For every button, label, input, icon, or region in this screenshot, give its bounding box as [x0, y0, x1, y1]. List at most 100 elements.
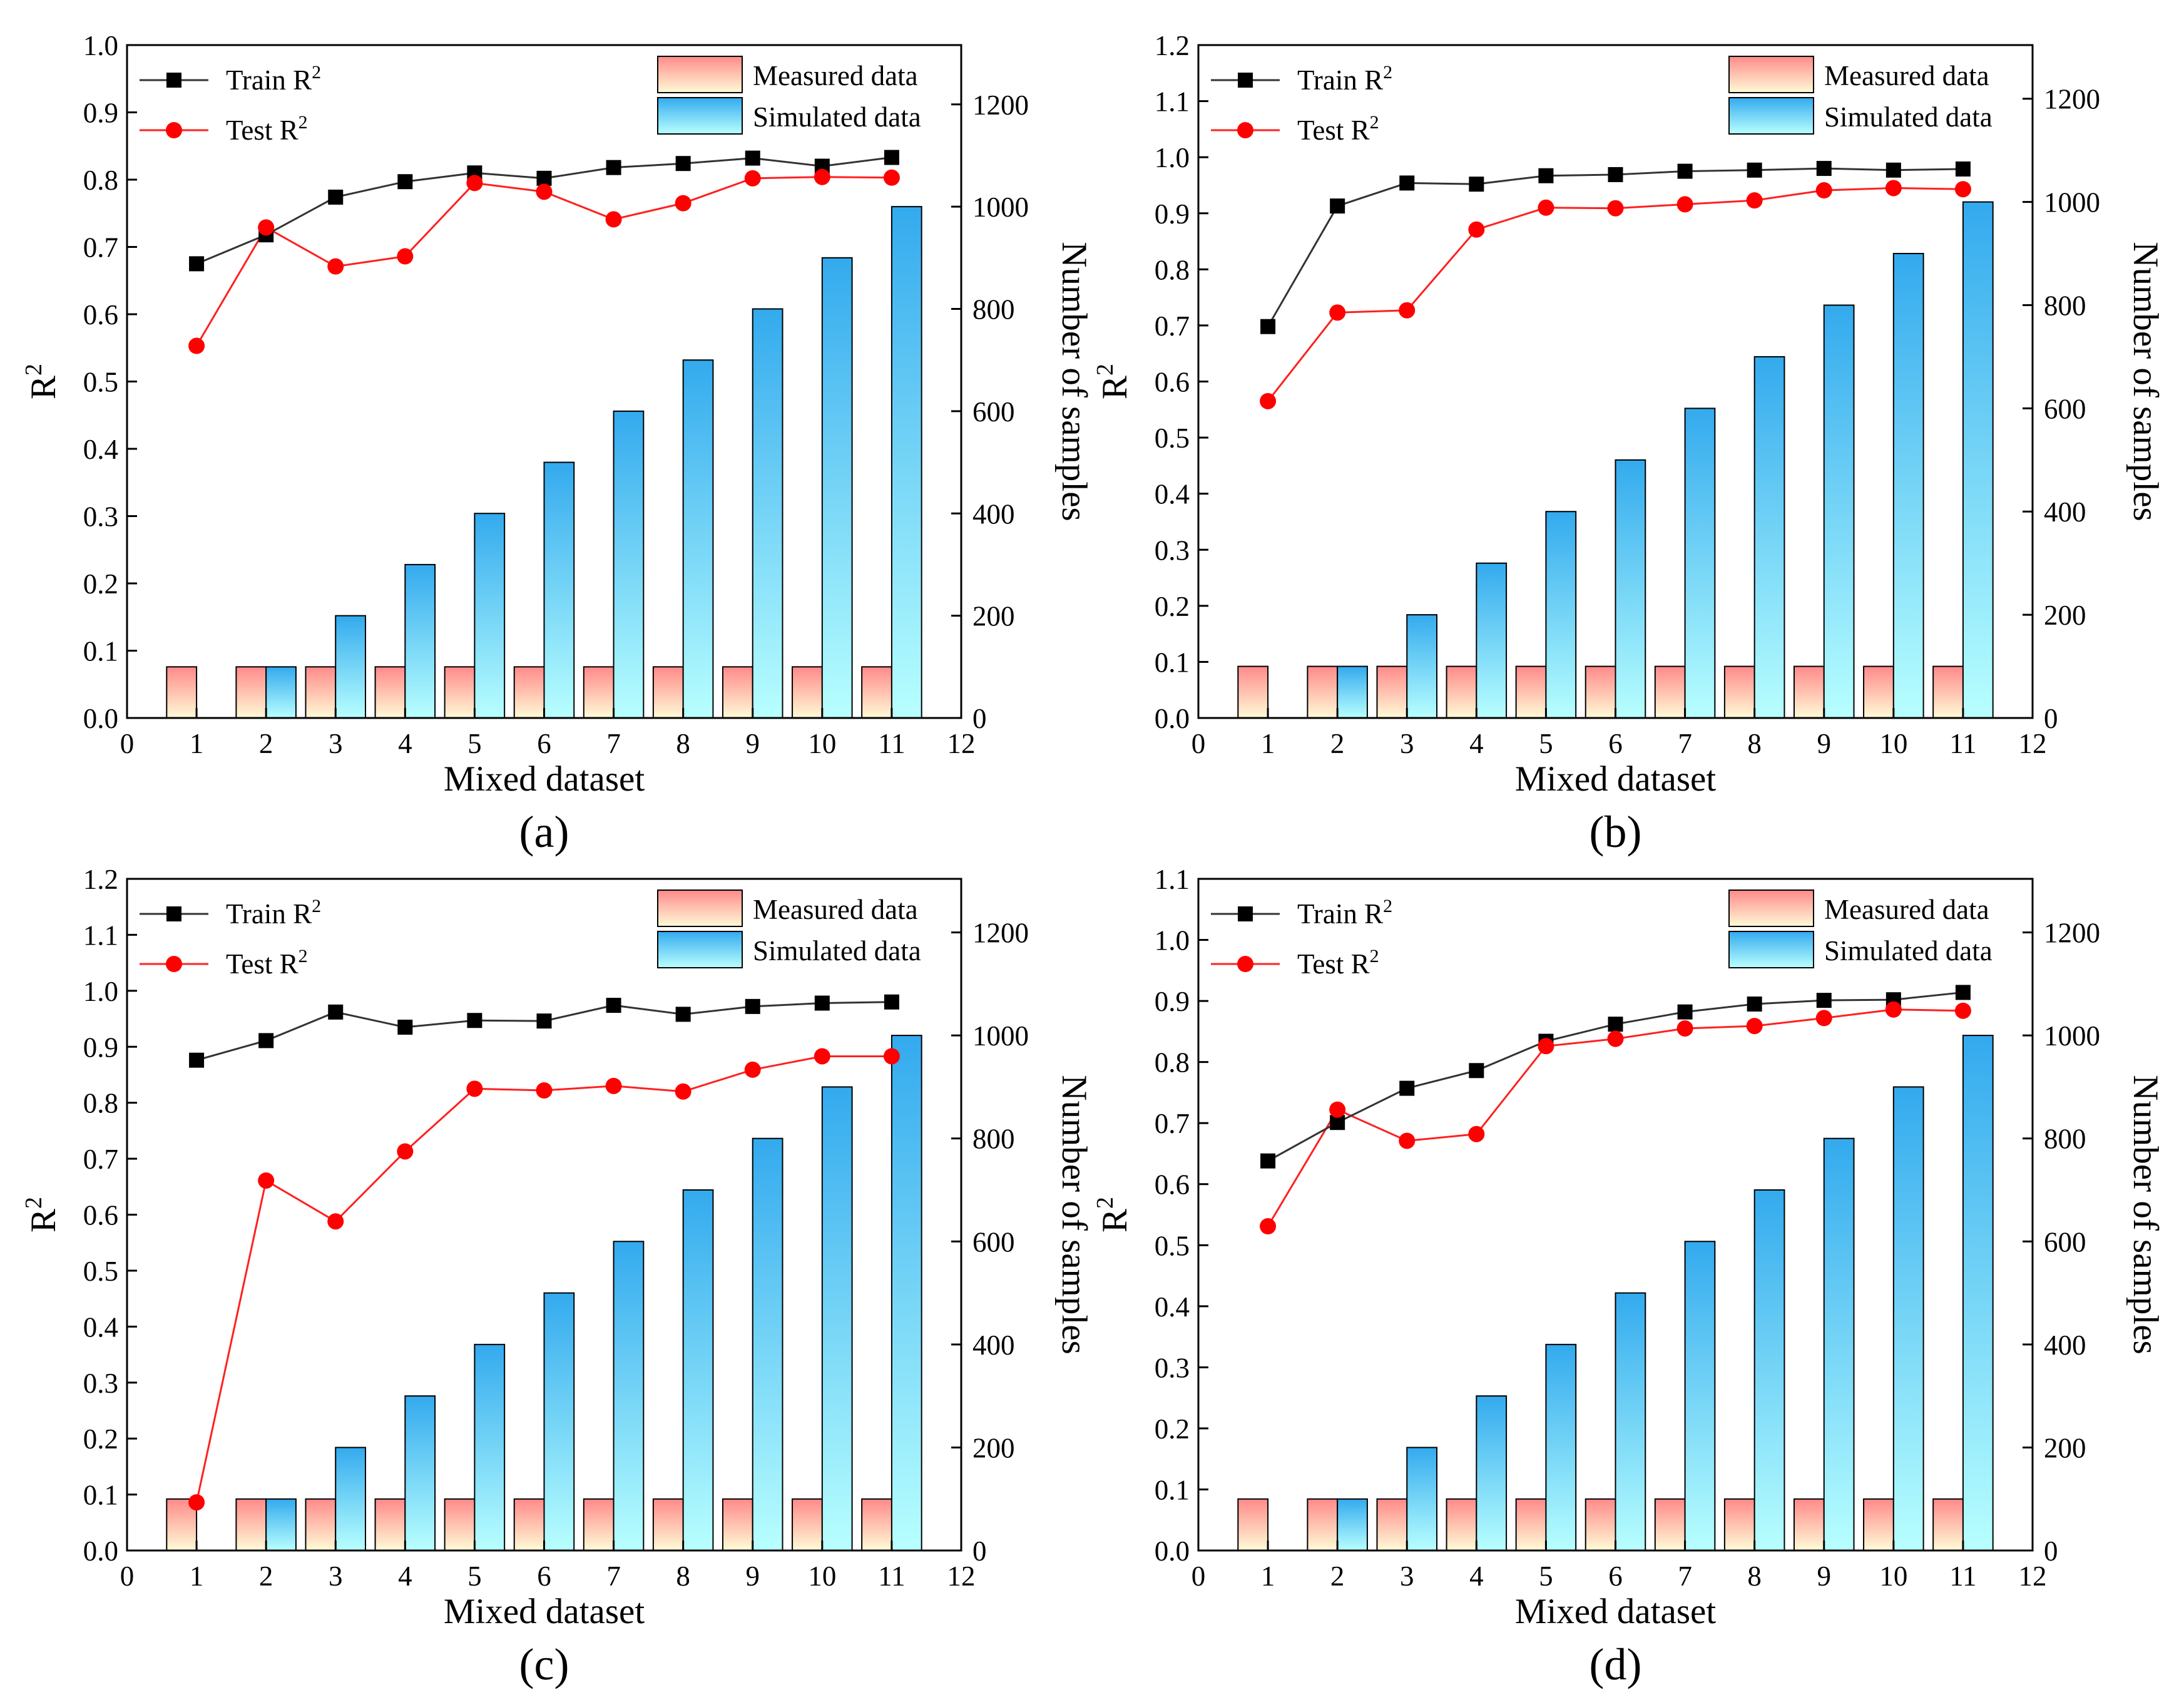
- y-tick-label: 0.4: [1155, 479, 1190, 510]
- bar-simulated: [1476, 1395, 1508, 1552]
- legend-simulated-swatch: [1728, 931, 1814, 968]
- x-tick-label: 8: [676, 1561, 690, 1592]
- marker-test: [1399, 1132, 1416, 1149]
- bar-simulated: [1753, 356, 1785, 719]
- legend-test-label: Test R2: [226, 946, 308, 980]
- bar-simulated: [543, 1292, 575, 1552]
- panel-caption: (d): [1590, 1639, 1642, 1689]
- bar-simulated: [1823, 1137, 1855, 1551]
- bar-simulated: [821, 1086, 853, 1551]
- marker-train: [606, 998, 621, 1013]
- y-tick-label: 0.2: [83, 568, 118, 600]
- bar-measured: [305, 1498, 337, 1552]
- bar-simulated: [1615, 459, 1646, 719]
- x-tick-label: 12: [947, 1561, 976, 1592]
- bar-measured: [1654, 665, 1686, 719]
- y-tick-label: 1.0: [83, 30, 118, 61]
- bar-measured: [1237, 1498, 1269, 1552]
- y-tick-label: 0.1: [83, 1480, 118, 1511]
- legend-bars: Measured data Simulated data: [657, 56, 921, 135]
- marker-train: [1677, 1004, 1693, 1020]
- legend-simulated-swatch: [1728, 97, 1814, 135]
- marker-test: [605, 1077, 622, 1094]
- x-axis-title: Mixed dataset: [1515, 1592, 1716, 1631]
- bar-measured: [583, 666, 615, 719]
- legend-measured-label: Measured data: [1824, 60, 1989, 91]
- marker-test: [744, 1061, 761, 1078]
- x-tick-label: 4: [1469, 1561, 1484, 1592]
- x-tick-label: 7: [1678, 1561, 1692, 1592]
- x-tick-label: 11: [878, 728, 905, 759]
- legend-lines: Train R2 Test R2: [1211, 62, 1392, 146]
- y-tick-label: 0.7: [83, 1144, 118, 1175]
- y-tick-label: 0.0: [1155, 703, 1190, 734]
- legend-simulated-swatch: [657, 931, 743, 968]
- bar-measured: [861, 1498, 892, 1552]
- bar-simulated: [335, 1447, 367, 1551]
- marker-test: [188, 1494, 205, 1511]
- panel-caption: (c): [519, 1639, 569, 1689]
- legend-test-swatch-marker: [1237, 122, 1253, 138]
- bar-simulated: [474, 1343, 506, 1551]
- lines-group: [188, 994, 900, 1511]
- x-tick-label: 0: [120, 1561, 135, 1592]
- y-tick-label: 0.4: [83, 434, 118, 465]
- bar-simulated: [1337, 1498, 1368, 1552]
- y-tick-label: 0.0: [83, 1535, 118, 1567]
- y2-tick-label: 1000: [2044, 1020, 2100, 1052]
- y-tick-label: 0.8: [83, 1088, 118, 1119]
- y2-tick-label: 0: [972, 1535, 987, 1567]
- bar-measured: [792, 666, 823, 719]
- y-tick-label: 0.2: [83, 1423, 118, 1455]
- x-tick-label: 12: [2019, 728, 2047, 759]
- legend-train-label: Train R2: [1297, 62, 1392, 96]
- y2-tick-label: 1000: [2044, 187, 2100, 218]
- y-tick-label: 0.1: [83, 636, 118, 667]
- bar-simulated: [890, 206, 922, 719]
- y2-axis-title: Number of samples: [1054, 242, 1094, 521]
- marker-train: [1747, 996, 1762, 1012]
- marker-test: [258, 219, 275, 236]
- legend-train-label: Train R2: [1297, 896, 1392, 930]
- panel-caption: (a): [519, 807, 569, 857]
- legend-test-swatch-marker: [166, 122, 182, 138]
- legend-test-swatch-marker: [166, 956, 182, 972]
- y2-axis-title: Number of samples: [2126, 242, 2165, 521]
- x-tick-label: 6: [537, 1561, 551, 1592]
- y-axis-title-sup: 2: [1092, 364, 1118, 376]
- legend-test-label-sup: 2: [1370, 112, 1379, 133]
- legend-lines: Train R2 Test R2: [140, 62, 321, 146]
- x-tick-label: 4: [1469, 728, 1484, 759]
- x-tick-label: 3: [329, 728, 343, 759]
- bar-simulated: [1684, 1241, 1716, 1551]
- bar-measured: [861, 666, 892, 719]
- legend-measured-label: Measured data: [1824, 894, 1989, 925]
- bar-measured: [1446, 1498, 1477, 1552]
- bar-measured: [652, 666, 684, 719]
- bar-simulated: [404, 563, 436, 719]
- bar-measured: [1654, 1498, 1686, 1552]
- x-tick-label: 8: [676, 728, 690, 759]
- y-tick-label: 0.4: [83, 1311, 118, 1343]
- bar-measured: [1376, 665, 1408, 719]
- legend-measured-swatch: [657, 56, 743, 93]
- bar-measured: [444, 1498, 476, 1552]
- marker-test: [258, 1172, 275, 1189]
- x-axis-title: Mixed dataset: [444, 1592, 645, 1631]
- bar-measured: [1863, 665, 1894, 719]
- bar-measured: [1307, 1498, 1339, 1552]
- lines-group: [1260, 985, 1971, 1235]
- bar-simulated: [1615, 1292, 1646, 1552]
- x-tick-label: 3: [1400, 1561, 1414, 1592]
- x-tick-label: 2: [259, 728, 273, 759]
- y-tick-label: 1.1: [1155, 86, 1190, 118]
- x-tick-label: 10: [808, 1561, 836, 1592]
- marker-test: [188, 337, 205, 354]
- marker-test: [1885, 180, 1902, 197]
- marker-test: [536, 183, 553, 200]
- y-tick-label: 0.0: [83, 703, 118, 734]
- x-tick-label: 10: [1879, 1561, 1907, 1592]
- y2-tick-label: 1200: [972, 918, 1029, 949]
